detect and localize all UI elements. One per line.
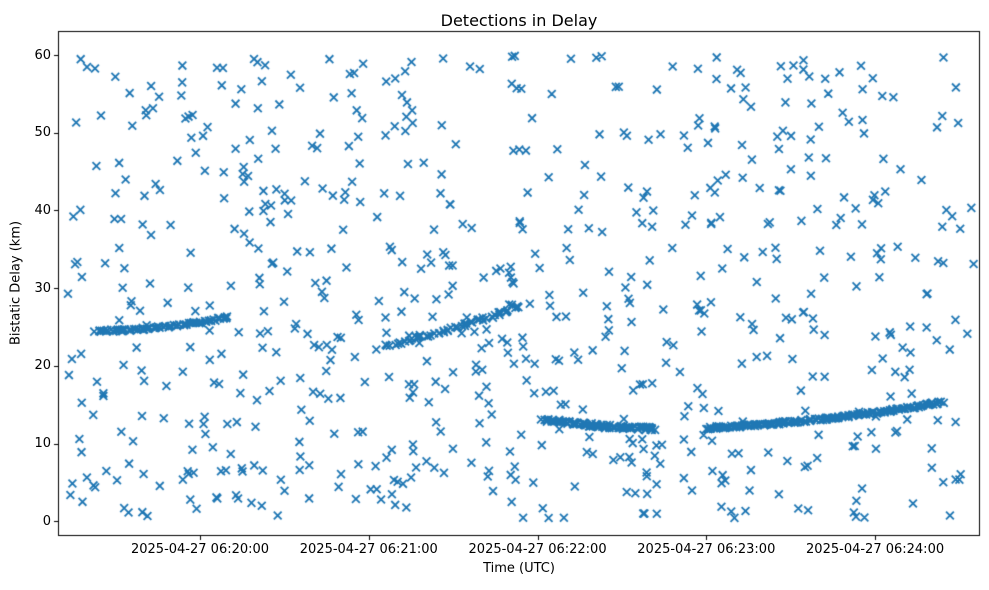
- y-tick-label: 30: [34, 280, 51, 296]
- y-tick-label: 50: [34, 125, 51, 141]
- y-tick-label: 60: [34, 47, 51, 63]
- x-tick-label: 2025-04-27 06:20:00: [130, 542, 270, 557]
- x-tick-label: 2025-04-27 06:24:00: [806, 542, 945, 557]
- y-tick-label: 0: [42, 513, 51, 529]
- x-tick-label: 2025-04-27 06:23:00: [637, 542, 776, 557]
- y-tick-label: 40: [34, 202, 51, 218]
- x-tick-label: 2025-04-27 06:22:00: [468, 542, 607, 557]
- y-tick-label: 10: [34, 436, 51, 452]
- x-axis-label: Time (UTC): [483, 561, 555, 576]
- y-tick-label: 20: [34, 358, 51, 374]
- x-tick-label: 2025-04-27 06:21:00: [299, 542, 438, 557]
- chart-title: Detections in Delay: [440, 11, 598, 30]
